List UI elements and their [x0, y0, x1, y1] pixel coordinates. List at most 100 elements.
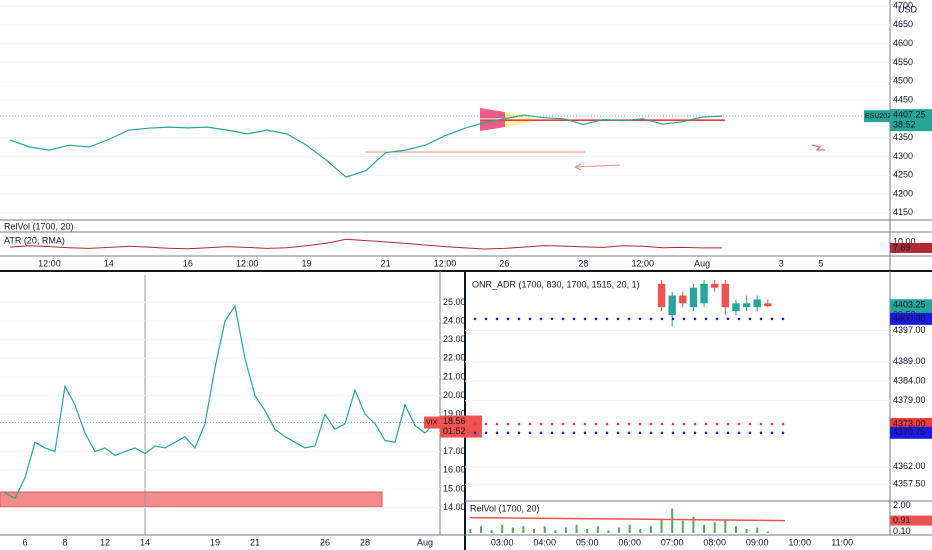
- level-dot: [638, 431, 642, 435]
- y-tick-label: 4397.00: [893, 325, 926, 335]
- price-tag-label: 4403.25: [893, 300, 926, 310]
- y-tick-label: 4350: [893, 132, 913, 142]
- level-dot: [506, 431, 510, 435]
- level-dot: [495, 422, 499, 426]
- y-tick-label: 10.00: [893, 236, 916, 246]
- level-dot: [704, 422, 708, 426]
- y-tick-label: 2.00: [893, 500, 911, 510]
- y-tick-label: 16.00: [443, 465, 466, 475]
- level-dot: [759, 317, 763, 321]
- x-tick-label: 12: [100, 537, 110, 547]
- price-tag: [890, 109, 932, 132]
- level-dot: [715, 422, 719, 426]
- level-dot: [561, 431, 565, 435]
- level-dot: [627, 431, 631, 435]
- level-dot: [770, 431, 774, 435]
- level-dot: [748, 317, 752, 321]
- y-tick-label: 4650: [893, 19, 913, 29]
- indicator-title: RelVol (1700, 20): [4, 221, 74, 231]
- level-dot: [649, 431, 653, 435]
- y-tick-label: 4450: [893, 94, 913, 104]
- level-dot: [693, 317, 697, 321]
- volume-bar: [554, 530, 557, 533]
- x-tick-label: 19: [302, 258, 312, 268]
- volume-bar: [596, 526, 599, 533]
- y-tick-label: 20.00: [443, 390, 466, 400]
- level-dot: [473, 431, 477, 435]
- volume-bar: [713, 522, 716, 533]
- zone-box: [0, 491, 383, 508]
- relvol-line: [469, 516, 786, 522]
- price-tag-label: 4400.00: [893, 313, 926, 323]
- level-dot: [594, 422, 598, 426]
- volume-bar: [671, 508, 674, 533]
- level-dot: [506, 317, 510, 321]
- x-tick-label: 14: [140, 537, 150, 547]
- x-tick-label: 21: [250, 537, 260, 547]
- x-tick-label: 14: [104, 258, 114, 268]
- y-tick-label: 4300: [893, 151, 913, 161]
- price-tag: [890, 515, 932, 526]
- x-tick-label: 19: [210, 537, 220, 547]
- price-tag: [890, 242, 932, 253]
- level-dot: [495, 431, 499, 435]
- level-dot: [616, 431, 620, 435]
- volume-bar: [745, 528, 748, 533]
- level-dot: [715, 317, 719, 321]
- volume-bar: [756, 527, 759, 533]
- level-dot: [616, 317, 620, 321]
- x-tick-label: 16: [183, 258, 193, 268]
- level-dot: [484, 317, 488, 321]
- volume-bar: [522, 526, 525, 533]
- volume-bar: [469, 528, 472, 533]
- candle-body: [657, 283, 666, 308]
- level-dot: [671, 422, 675, 426]
- x-tick-label: 6: [22, 537, 27, 547]
- level-dot: [737, 422, 741, 426]
- x-tick-label: 12:00: [632, 258, 655, 268]
- y-tick-label: 24.00: [443, 315, 466, 325]
- level-dot: [759, 431, 763, 435]
- atr-line: [9, 238, 722, 250]
- level-dot: [528, 422, 532, 426]
- y-tick-label: 4250: [893, 170, 913, 180]
- level-dot: [539, 422, 543, 426]
- level-dot: [693, 431, 697, 435]
- price-tag-label: 4370.75: [893, 427, 926, 437]
- indicator-title: ATR (20, RMA): [4, 235, 65, 245]
- indicator-title: RelVol (1700, 20): [470, 503, 540, 513]
- x-tick-label: Aug: [417, 537, 433, 547]
- level-dot: [737, 431, 741, 435]
- level-dot: [748, 431, 752, 435]
- candle-body: [668, 295, 676, 315]
- level-dot: [671, 431, 675, 435]
- level-dot: [561, 317, 565, 321]
- x-tick-label: Aug: [694, 258, 710, 268]
- level-dot: [627, 422, 631, 426]
- x-tick-label: 3: [779, 258, 784, 268]
- volume-bar: [533, 528, 536, 533]
- indicator-title: ONR_ADR (1700, 830, 1700, 1515, 20, 1): [472, 279, 640, 289]
- level-dot: [550, 422, 554, 426]
- candle-body: [764, 303, 772, 307]
- level-dot: [506, 422, 510, 426]
- currency-label: USD: [898, 4, 918, 14]
- y-tick-label: 4200: [893, 188, 913, 198]
- level-dot: [550, 431, 554, 435]
- price-tag-label: 4373.00: [893, 418, 926, 428]
- price-tag-label: 18.56: [443, 416, 466, 426]
- candle-body: [710, 283, 719, 288]
- x-tick-label: 28: [578, 258, 588, 268]
- y-tick-label: 4362.00: [893, 461, 926, 471]
- level-dot: [660, 431, 664, 435]
- symbol-tag-label: VIX: [426, 419, 438, 426]
- x-tick-label: 26: [499, 258, 509, 268]
- y-tick-label: 19.00: [443, 409, 466, 419]
- candle-body: [700, 283, 708, 304]
- price-tag: [890, 312, 932, 325]
- y-tick-label: 15.00: [443, 483, 466, 493]
- level-dot: [605, 317, 609, 321]
- level-dot: [649, 317, 653, 321]
